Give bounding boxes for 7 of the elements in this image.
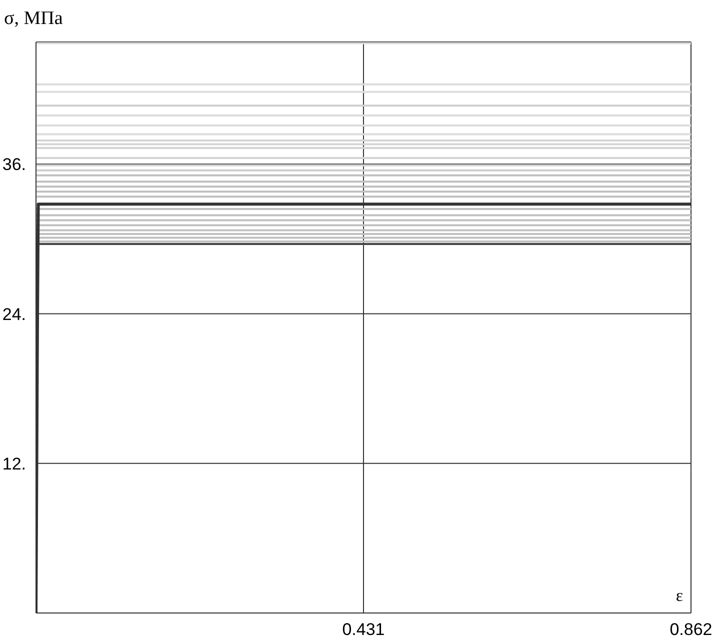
y-tick-label: 24. bbox=[2, 304, 26, 324]
x-axis-title: ε bbox=[676, 586, 683, 606]
y-axis-title: σ, МПа bbox=[4, 8, 63, 30]
x-tick-label: 0.862 bbox=[670, 620, 712, 639]
y-tick-label: 36. bbox=[2, 155, 26, 174]
y-tick-label: 12. bbox=[2, 454, 26, 474]
x-tick-label: 0.431 bbox=[342, 620, 385, 639]
